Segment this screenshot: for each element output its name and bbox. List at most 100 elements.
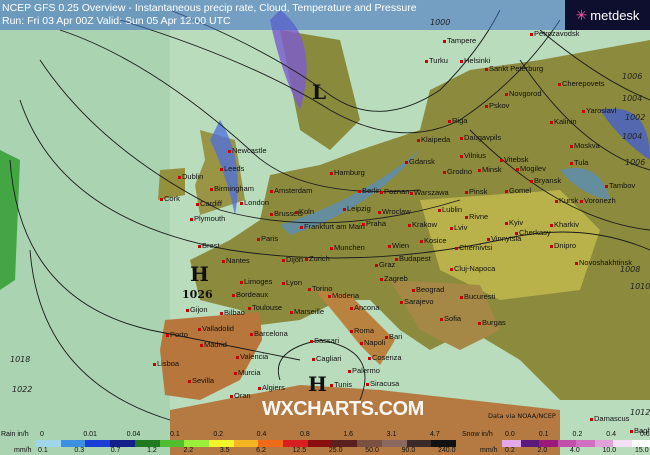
- rain-mm-tick: 12.5: [292, 447, 307, 454]
- snow-color-swatch: [631, 440, 650, 447]
- isobar-label: 1008: [620, 265, 641, 274]
- rain-color-swatch: [381, 440, 407, 447]
- snow-in-tick: 0.6: [640, 431, 650, 438]
- rain-in-tick: 0.4: [256, 431, 267, 438]
- city-label: Chernivtsi: [455, 243, 492, 252]
- snow-color-scale: [502, 440, 650, 447]
- city-label: Kosice: [420, 236, 447, 245]
- city-label: Kursk: [555, 196, 578, 205]
- rain-color-swatch: [110, 440, 135, 447]
- rain-mm-tick: 1.2: [147, 447, 157, 454]
- snow-mm-tick: 2.0: [537, 447, 548, 454]
- city-label: London: [240, 198, 269, 207]
- city-label: Birmingham: [210, 184, 254, 193]
- rain-in-tick: 0.04: [126, 431, 141, 438]
- rain-color-swatch: [357, 440, 382, 447]
- snow-mm-tick: 4.0: [570, 447, 580, 454]
- city-label: Dijon: [282, 255, 303, 264]
- city-label: Bordeaux: [232, 290, 268, 299]
- city-label: Siracusa: [366, 379, 399, 388]
- city-label: Kyiv: [505, 218, 523, 227]
- header-bar: NCEP GFS 0.25 Overview - Instantaneous p…: [0, 0, 650, 30]
- rain-color-swatch: [283, 440, 308, 447]
- snow-in-tick: 0.2: [572, 431, 583, 438]
- snow-color-swatch: [520, 440, 539, 447]
- city-label: Tampere: [443, 36, 476, 45]
- city-label: Graz: [375, 260, 395, 269]
- snow-mm-tick: 15.0: [635, 447, 649, 454]
- city-label: Roma: [350, 326, 374, 335]
- isobar-label: 1018: [10, 355, 31, 364]
- rain-mm-tick: 240.0: [438, 447, 456, 454]
- city-label: Pskov: [485, 101, 509, 110]
- high-pressure-marker-2: H: [308, 372, 327, 396]
- city-label: Sassari: [310, 336, 339, 345]
- city-label: Cherepovets: [558, 79, 605, 88]
- city-label: Voronezh: [580, 196, 616, 205]
- rain-color-scale: [36, 440, 456, 447]
- city-label: Sofia: [440, 314, 461, 323]
- city-label: Wroclaw: [378, 207, 411, 216]
- city-label: Newcastle: [228, 146, 267, 155]
- chart-title: NCEP GFS 0.25 Overview - Instantaneous p…: [2, 2, 417, 14]
- snow-in-tick: 0.1: [538, 431, 549, 438]
- city-label: Limoges: [240, 277, 272, 286]
- city-label: Bari: [385, 332, 402, 341]
- snow-color-swatch: [539, 440, 558, 447]
- rain-mm-tick: 0.3: [74, 447, 85, 454]
- city-label: Lviv: [450, 223, 467, 232]
- isobar-label: 1004: [622, 132, 643, 141]
- rain-in-tick: 4.7: [430, 431, 440, 438]
- high-pressure-value: 1026: [182, 288, 213, 301]
- city-label: Frankfurt am Main: [300, 222, 365, 231]
- city-label: Nantes: [222, 256, 250, 265]
- rain-mm-tick: 6.2: [256, 447, 266, 454]
- city-label: Valladolid: [198, 324, 234, 333]
- city-label: Daugavpils: [460, 133, 501, 142]
- snow-color-swatch: [502, 440, 521, 447]
- city-label: Petrozavodsk: [530, 29, 579, 38]
- rain-mm-tick: 50.0: [365, 447, 379, 454]
- city-label: Baghdad: [630, 426, 650, 435]
- snow-color-swatch: [576, 440, 595, 447]
- city-label: Krakow: [408, 220, 437, 229]
- city-label: Valencia: [236, 352, 268, 361]
- city-label: Paris: [257, 234, 278, 243]
- city-label: Leipzig: [343, 204, 371, 213]
- city-label: Cagliari: [312, 354, 341, 363]
- precip-legend: Rain in/h mm/h 0 0.01 0.04 0.1 0.2 0.4 0.8 1.6 3…: [0, 429, 650, 455]
- city-label: Gomel: [505, 186, 531, 195]
- city-label: Vitebsk: [500, 155, 528, 164]
- snow-in-tick: 0.0: [505, 431, 515, 438]
- city-label: Brussels: [270, 209, 303, 218]
- city-label: Zagreb: [380, 274, 408, 283]
- city-label: Warszawa: [410, 188, 449, 197]
- city-label: Helsinki: [460, 56, 490, 65]
- city-label: Novoshakhtinsk: [575, 258, 632, 267]
- city-label: Sarajevo: [400, 297, 434, 306]
- rain-color-swatch: [85, 440, 111, 447]
- city-label: Oran: [230, 391, 251, 400]
- rain-mm-tick: 90.0: [401, 447, 416, 454]
- city-label: Cork: [160, 194, 180, 203]
- city-label: Budapest: [395, 254, 431, 263]
- city-label: Algiers: [258, 383, 285, 392]
- rain-color-swatch: [36, 440, 61, 447]
- city-label: Cluj-Napoca: [450, 264, 495, 273]
- rain-mm-tick: 25.0: [328, 447, 343, 454]
- city-label: Tunis: [330, 380, 352, 389]
- rain-color-swatch: [233, 440, 259, 447]
- city-label: Marseille: [290, 307, 324, 316]
- city-label: Bilbao: [220, 308, 245, 317]
- rain-color-swatch: [184, 440, 209, 447]
- city-label: Palermo: [348, 366, 380, 375]
- city-label: Koln: [295, 207, 314, 216]
- city-label: Lublin: [438, 205, 462, 214]
- city-label: Tula: [570, 158, 588, 167]
- city-label: Novgorod: [505, 89, 542, 98]
- city-label: Torino: [308, 284, 332, 293]
- city-label: Beograd: [412, 285, 444, 294]
- city-label: Kalinin: [550, 117, 577, 126]
- logo-text: metdesk: [590, 7, 640, 23]
- rain-mm-tick: 2.2: [183, 447, 194, 454]
